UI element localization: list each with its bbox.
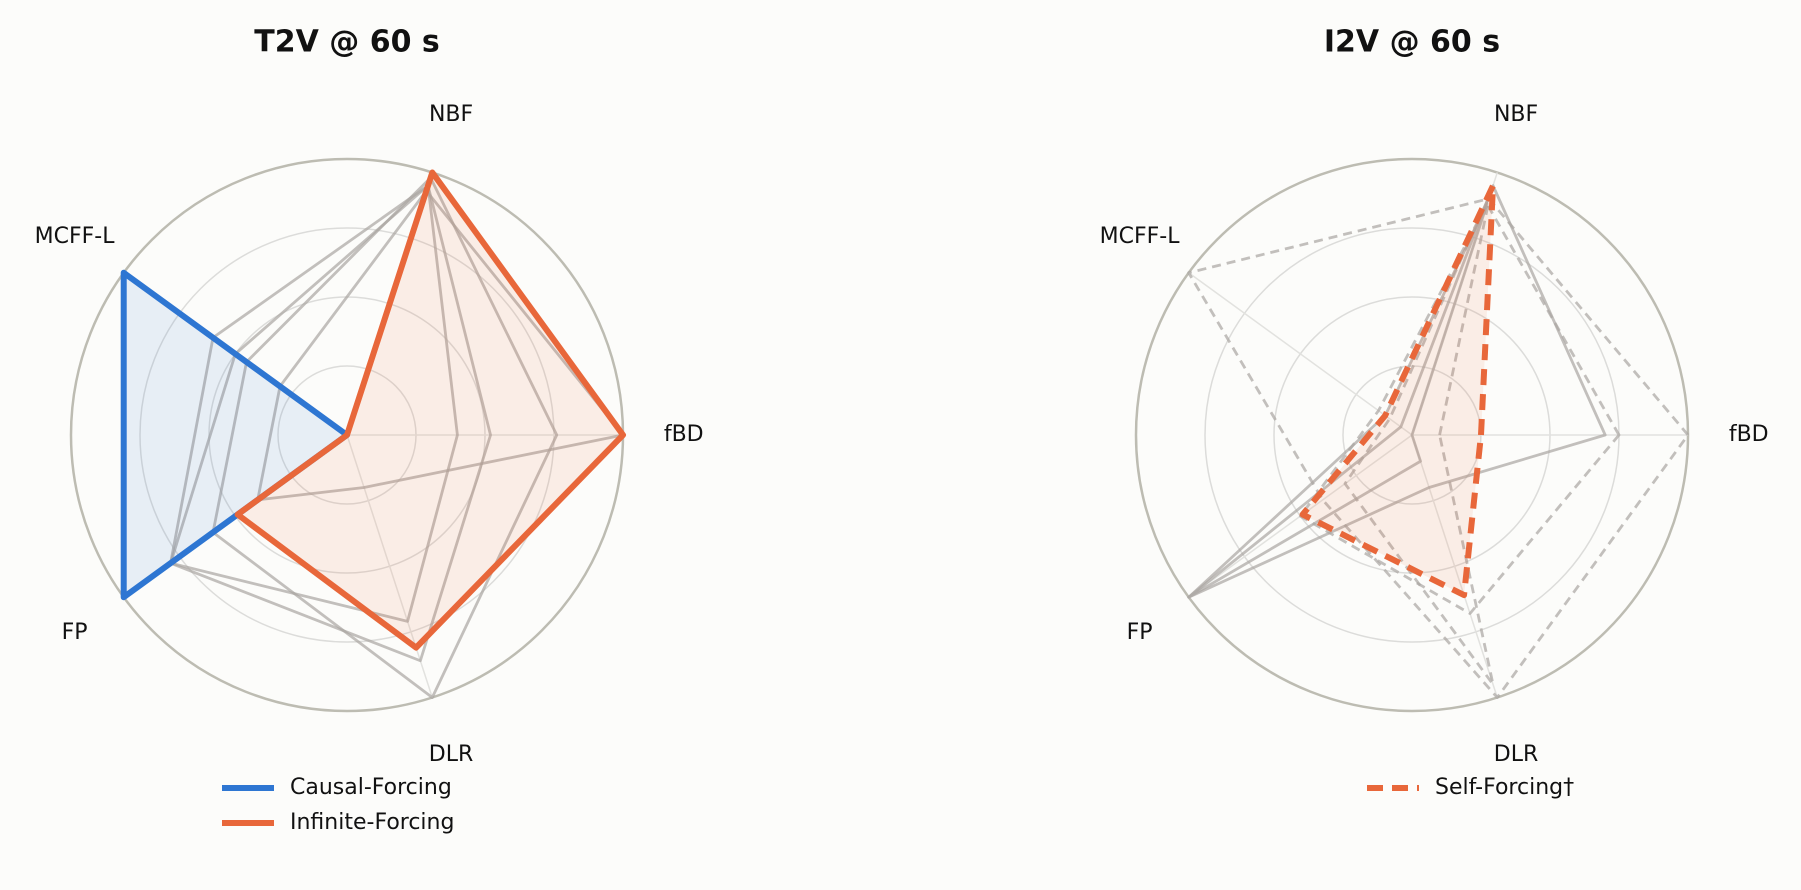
axis-label: NBF: [429, 102, 473, 127]
spoke: [1411, 434, 1499, 698]
spoke: [346, 434, 434, 698]
legend-label: Infinite-Forcing: [290, 810, 454, 835]
axis-label: fBD: [664, 422, 704, 447]
axis-label: FP: [1127, 620, 1153, 645]
axis-label: MCFF-L: [35, 224, 116, 249]
series-line: [169, 184, 492, 663]
series-line: [256, 189, 625, 502]
series-fill: [123, 272, 348, 598]
series-line: [1187, 202, 1489, 599]
series-line: [1187, 197, 1690, 699]
axis-label: FP: [62, 620, 88, 645]
axis-label: fBD: [1729, 422, 1769, 447]
series-line: [1299, 182, 1497, 599]
series-line: [169, 184, 459, 623]
legend-label: Causal-Forcing: [290, 775, 452, 800]
axis-label: DLR: [1494, 742, 1538, 767]
axis-label: DLR: [429, 742, 473, 767]
series-fill: [237, 172, 623, 648]
series-line: [1343, 192, 1495, 686]
axis-label: MCFF-L: [1100, 224, 1181, 249]
series-line: [234, 169, 626, 651]
chart-title: T2V @ 60 s: [254, 25, 440, 60]
chart-title: I2V @ 60 s: [1324, 25, 1500, 60]
spoke: [1188, 272, 1413, 436]
legend-label: Self-Forcing†: [1435, 775, 1574, 800]
axis-label: NBF: [1494, 102, 1538, 127]
